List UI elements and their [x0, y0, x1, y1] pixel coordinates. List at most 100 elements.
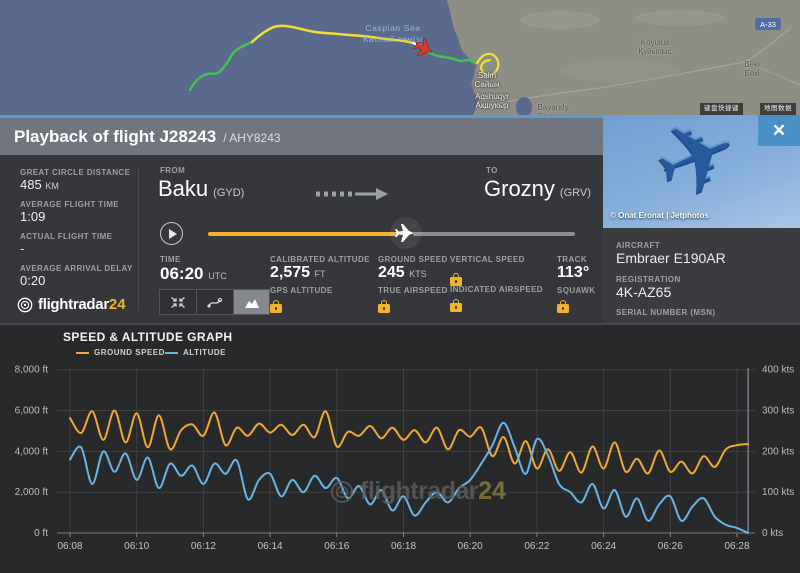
- slider-progress[interactable]: [208, 232, 398, 236]
- map-place-label: Koyulus Қүйылыс: [638, 38, 672, 56]
- series-line-ground-speed: [69, 409, 750, 475]
- sea-label: Caspian Sea Каспий теңізі: [363, 23, 423, 44]
- map-land: [447, 0, 800, 115]
- radar-icon: [331, 480, 353, 503]
- metric-label: CALIBRATED ALTITUDE: [270, 255, 370, 264]
- legend-altitude[interactable]: ALTITUDE: [165, 348, 226, 357]
- origin-city-name: Baku: [158, 176, 209, 201]
- chart-watermark: flightradar 24: [330, 477, 506, 506]
- to-label: TO: [486, 166, 498, 175]
- speed-altitude-chart[interactable]: 06:08 06:10 06:12 06:14 06:16 06:18 06:20 06:22…: [0, 325, 800, 573]
- field-label: REGISTRATION: [616, 275, 681, 284]
- play-button[interactable]: [160, 222, 183, 245]
- x-axis-tick-label: 06:22: [524, 541, 549, 552]
- lock-icon[interactable]: [450, 272, 462, 286]
- right-axis-tick-label: 100 kts: [762, 487, 794, 498]
- metric-label: VERTICAL SPEED: [450, 255, 525, 264]
- route-view-button[interactable]: [196, 289, 233, 315]
- close-photo-button[interactable]: ✕: [758, 115, 800, 146]
- map-terrain-patch: [635, 10, 725, 26]
- collapse-panel-button[interactable]: [159, 289, 196, 315]
- series-line-altitude: [69, 421, 750, 534]
- stat-actual-flight-time: ACTUAL FLIGHT TIME -: [20, 232, 112, 256]
- left-axis-tick-label: 0 ft: [34, 528, 48, 539]
- graph-icon: [244, 298, 259, 308]
- map-attribution-data[interactable]: 地图数据: [760, 103, 796, 115]
- route-icon: [207, 297, 223, 308]
- metric-time: TIME 06:20 UTC: [160, 255, 227, 284]
- collapse-icon: [171, 296, 185, 308]
- metric-sub-label: GPS ALTITUDE: [270, 286, 333, 295]
- metric-calibrated-altitude: CALIBRATED ALTITUDE 2,575 FT GPS ALTITUD…: [270, 255, 370, 313]
- view-toggle-group: [159, 289, 270, 315]
- flight-track-segment: [188, 40, 254, 92]
- x-axis-tick-label: 06:26: [658, 541, 683, 552]
- stat-avg-flight-time: AVERAGE FLIGHT TIME 1:09: [20, 200, 119, 224]
- map-place-label: BayandyБаянды: [537, 103, 569, 115]
- right-axis-tick-label: 0 kts: [762, 528, 783, 539]
- brand-name: flightradar: [38, 296, 109, 313]
- lock-icon[interactable]: [378, 299, 390, 313]
- lock-icon[interactable]: [557, 299, 569, 313]
- legend-ground-speed[interactable]: GROUND SPEED: [76, 348, 165, 357]
- metric-track: TRACK 113° SQUAWK: [557, 255, 595, 313]
- graph-title: SPEED & ALTITUDE GRAPH: [63, 330, 233, 344]
- flight-track-segment: [250, 24, 415, 45]
- field-value: 4K-AZ65: [616, 284, 672, 300]
- brand-suffix: 24: [108, 296, 126, 313]
- playback-body: GREAT CIRCLE DISTANCE 485 KM AVERAGE FLI…: [0, 155, 603, 325]
- map-canvas: A-33: [0, 0, 800, 115]
- x-axis-tick-label: 06:14: [258, 541, 283, 552]
- time-value: 06:20 UTC: [160, 264, 227, 283]
- map-road: [744, 61, 800, 86]
- route-map[interactable]: A-33 Caspian Sea Каспий теңізі Koyulus Қү…: [0, 0, 800, 115]
- lock-icon[interactable]: [270, 299, 282, 313]
- metric-label: TIME: [160, 255, 181, 264]
- metric-sub-label: INDICATED AIRSPEED: [450, 285, 543, 294]
- callsign-subtitle: / AHY8243: [223, 131, 281, 145]
- origin-airport-code: (GYD): [213, 187, 245, 199]
- stat-value: 0:20: [20, 273, 46, 288]
- road-badge: A-33: [755, 18, 781, 30]
- map-place-label: Aqshuqyr Ақшукыр: [475, 92, 509, 110]
- x-axis-tick-label: 06:28: [724, 541, 749, 552]
- map-attribution-shortcuts[interactable]: 键盘快捷键: [700, 103, 743, 115]
- destination-airport-code: (GRV): [559, 187, 591, 199]
- metric-vertical-speed: VERTICAL SPEED INDICATED AIRSPEED: [450, 255, 543, 312]
- stat-label: ACTUAL FLIGHT TIME: [20, 232, 113, 241]
- crash-aircraft-marker[interactable]: [411, 36, 436, 60]
- x-axis-tick-label: 06:08: [57, 541, 82, 552]
- graph-view-button[interactable]: [233, 289, 270, 315]
- aircraft-photo[interactable]: ✈ ✈ © Onat Eronat | Jetphotos ✕: [603, 115, 800, 228]
- close-icon: ✕: [771, 121, 787, 140]
- from-label: FROM: [160, 166, 186, 175]
- field-label: AIRCRAFT: [616, 241, 661, 250]
- x-axis-tick-label: 06:18: [391, 541, 416, 552]
- watermark-name: flightradar: [360, 477, 479, 505]
- left-axis-tick-label: 2,000 ft: [15, 487, 49, 498]
- time-unit: UTC: [208, 271, 227, 281]
- lock-icon[interactable]: [450, 298, 462, 312]
- flight-track-segment: [426, 50, 478, 65]
- destination-city: Grozny (GRV): [484, 176, 591, 202]
- playback-header: Playback of flight J28243 / AHY8243: [0, 118, 603, 155]
- stat-great-circle: GREAT CIRCLE DISTANCE 485 KM: [20, 168, 130, 192]
- panel-accent-border: [0, 115, 603, 118]
- flightradar24-logo[interactable]: flightradar 24: [17, 296, 126, 313]
- metric-ground-speed: GROUND SPEED 245 KTS TRUE AIRSPEED: [378, 255, 448, 313]
- slider-aircraft-handle[interactable]: [395, 222, 417, 244]
- map-place-label: Saiın Сайын: [474, 71, 500, 89]
- map-place-label: Beki Бекі: [744, 60, 760, 78]
- legend-label: ALTITUDE: [183, 348, 226, 357]
- left-axis-tick-label: 8,000 ft: [15, 365, 49, 376]
- legend-label: GROUND SPEED: [94, 348, 165, 357]
- x-axis-tick-label: 06:20: [458, 541, 483, 552]
- page-title: Playback of flight J28243: [14, 127, 217, 146]
- map-terrain-patch: [560, 58, 680, 82]
- slider-remaining[interactable]: [413, 232, 575, 236]
- photo-credit: © Onat Eronat | Jetphotos: [610, 211, 709, 220]
- stat-label: AVERAGE ARRIVAL DELAY: [20, 264, 133, 273]
- field-label: SERIAL NUMBER (MSN): [616, 308, 716, 317]
- destination-city-name: Grozny: [484, 176, 555, 201]
- stat-value: -: [20, 241, 25, 256]
